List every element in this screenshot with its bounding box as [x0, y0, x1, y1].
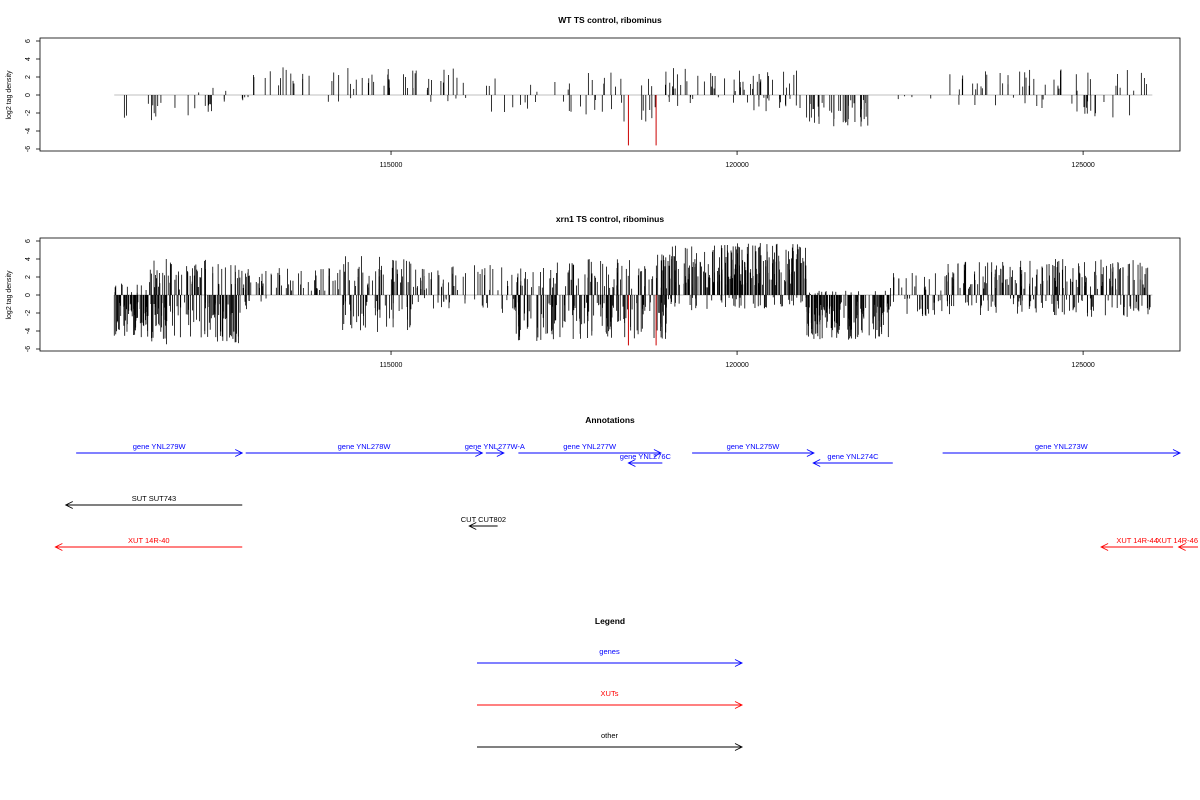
feature-label: gene YNL277W-A: [465, 442, 525, 451]
feature-label: gene YNL279W: [133, 442, 187, 451]
y-tick-label: 4: [25, 57, 32, 61]
feature-label: gene YNL276C: [620, 452, 672, 461]
feature-label: XUT 14R-44: [1116, 536, 1158, 545]
plot-frame: [39, 237, 1181, 352]
x-tick-label: 120000: [725, 162, 748, 169]
feature-label: gene YNL274C: [827, 452, 879, 461]
y-tick-label: 2: [25, 75, 32, 79]
legend-arrowhead: [734, 743, 744, 751]
legend-arrowhead: [734, 659, 744, 667]
feature-arrowhead: [64, 501, 73, 509]
y-axis-label: log2 tag density: [6, 70, 13, 120]
y-tick-label: 6: [25, 239, 32, 243]
feature-label: gene YNL277W: [563, 442, 617, 451]
y-tick-label: 6: [25, 39, 32, 43]
chart-title: xrn1 TS control, ribominus: [556, 214, 664, 224]
wt-track-panel: WT TS control, ribominus log2 tag densit…: [6, 15, 1181, 169]
feature-label: CUT CUT802: [461, 515, 506, 524]
feature-label: gene YNL275W: [727, 442, 781, 451]
feature-arrowhead: [1177, 543, 1186, 551]
feature-arrowhead: [1100, 543, 1109, 551]
x-tick-label: 125000: [1071, 162, 1094, 169]
x-axis-ticks: 115000 120000 125000: [380, 351, 1095, 369]
legend-arrowhead: [734, 701, 744, 709]
feature-arrowhead: [475, 449, 484, 457]
annotation-features: gene YNL279W gene YNL278W gene YNL277W-A ge…: [54, 442, 1198, 551]
x-tick-label: 125000: [1071, 362, 1094, 369]
feature-label: gene YNL273W: [1035, 442, 1089, 451]
feature-label: XUT 14R-40: [128, 536, 170, 545]
feature-arrowhead: [812, 459, 821, 467]
xrn1-track-panel: xrn1 TS control, ribominus log2 tag dens…: [6, 214, 1181, 369]
legend-label: other: [601, 731, 619, 740]
feature-label: XUT 14R-46: [1156, 536, 1198, 545]
feature-arrowhead: [806, 449, 815, 457]
feature-label: SUT SUT743: [132, 494, 176, 503]
feature-arrowhead: [468, 522, 477, 530]
y-tick-label: 0: [25, 93, 32, 97]
feature-arrowhead: [235, 449, 244, 457]
feature-arrowhead: [653, 449, 662, 457]
y-tick-label: -4: [25, 128, 32, 134]
bar-marks: [113, 243, 1153, 346]
x-tick-label: 115000: [380, 162, 403, 169]
feature-arrowhead: [627, 459, 636, 467]
bar-marks: [114, 67, 1153, 146]
y-tick-label: 0: [25, 293, 32, 297]
y-tick-label: 2: [25, 275, 32, 279]
y-tick-label: -2: [25, 110, 32, 116]
legend-title: Legend: [595, 616, 625, 626]
annotations-title: Annotations: [585, 415, 635, 425]
legend: Legend genes XUTs other: [477, 616, 744, 751]
y-tick-label: -6: [25, 146, 32, 152]
legend-label: genes: [599, 647, 620, 656]
y-tick-label: -6: [25, 346, 32, 352]
y-tick-label: -2: [25, 310, 32, 316]
chart-title: WT TS control, ribominus: [558, 15, 662, 25]
y-axis-ticks: 6 4 2 0 -2 -4 -6: [25, 239, 40, 352]
feature-arrowhead: [1172, 449, 1182, 457]
y-tick-label: 4: [25, 257, 32, 261]
legend-entries: genes XUTs other: [477, 647, 744, 751]
x-axis-ticks: 115000 120000 125000: [380, 151, 1095, 169]
y-tick-label: -4: [25, 328, 32, 334]
x-tick-label: 120000: [725, 362, 748, 369]
annotation-track: Annotations gene YNL279W gene YNL278W gene…: [54, 415, 1198, 551]
x-tick-label: 115000: [380, 362, 403, 369]
y-axis-ticks: 6 4 2 0 -2 -4 -6: [25, 39, 40, 152]
legend-label: XUTs: [601, 689, 619, 698]
feature-label: gene YNL278W: [338, 442, 392, 451]
feature-arrowhead: [496, 449, 505, 457]
plot-frame: [39, 37, 1181, 152]
y-axis-label: log2 tag density: [6, 270, 13, 320]
feature-arrowhead: [54, 543, 63, 551]
